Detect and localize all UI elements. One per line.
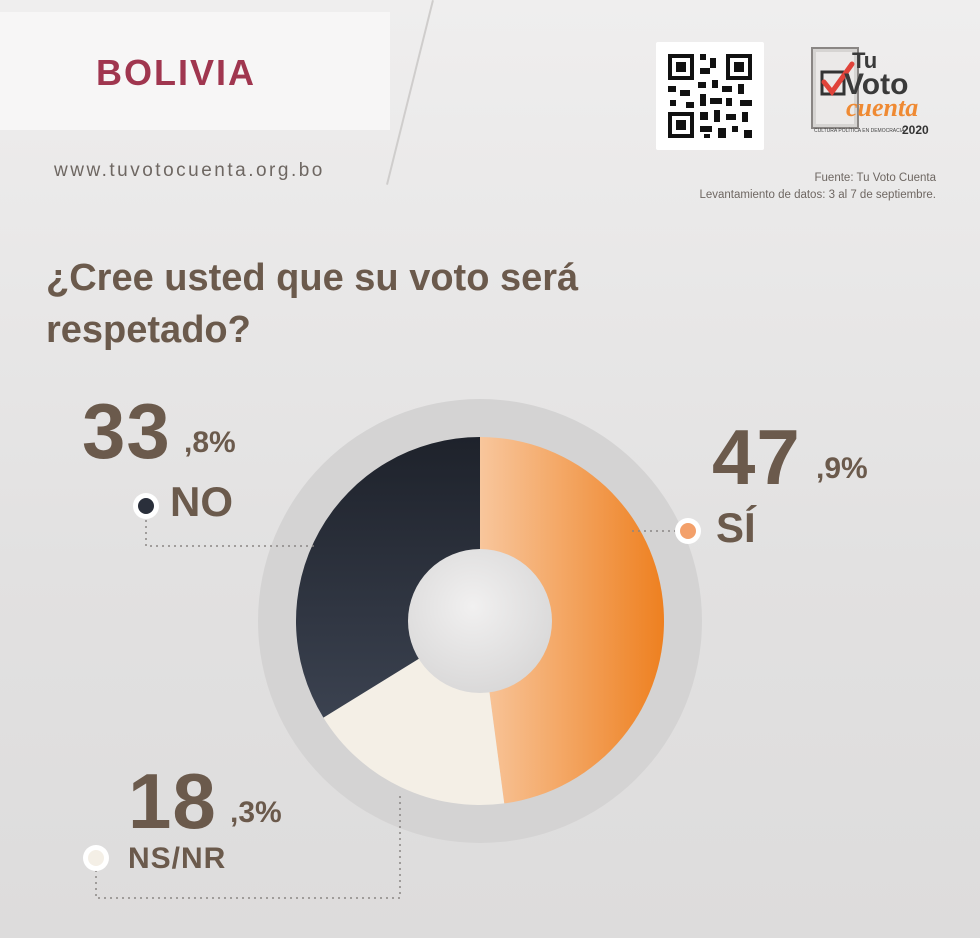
nsnr-value-decimal: ,3% [230,796,282,829]
svg-text:cuenta: cuenta [846,93,918,122]
leader-nsnr [95,792,401,899]
no-value-whole: 33 [82,387,171,475]
dates-text: Levantamiento de datos: 3 al 7 de septie… [699,189,936,201]
slice-si [480,437,665,804]
si-value-decimal: ,9% [816,452,868,485]
svg-text:Tu: Tu [852,48,877,73]
country-title: BOLIVIA [96,52,257,93]
si-value-whole: 47 [712,413,801,501]
leader-no [145,520,318,547]
tu-voto-cuenta-logo: Tu Voto cuenta CULTURA POLÍTICA EN DEMOC… [808,44,938,148]
chart-title: ¿Cree usted que su voto será respetado? [46,257,579,351]
nsnr-value-whole: 18 [128,757,217,845]
nsnr-label: NS/NR [128,842,227,875]
svg-text:CULTURA POLÍTICA EN DEMOCRACIA: CULTURA POLÍTICA EN DEMOCRACIA [814,127,905,134]
no-label: NO [170,478,233,525]
website-url[interactable]: www.tuvotocuenta.org.bo [54,160,325,181]
qr-code[interactable] [656,42,764,150]
si-label: SÍ [716,504,756,551]
legend-dot-si [680,523,696,539]
country-banner [0,12,390,130]
donut-hole [408,549,552,693]
legend-dot-nsnr [88,850,104,866]
svg-text:2020: 2020 [902,123,929,137]
no-value-decimal: ,8% [184,426,236,459]
source-text: Fuente: Tu Voto Cuenta [814,172,936,184]
svg-text:Voto: Voto [844,68,908,101]
qr-code-icon [668,54,752,138]
legend-dot-no [138,498,154,514]
